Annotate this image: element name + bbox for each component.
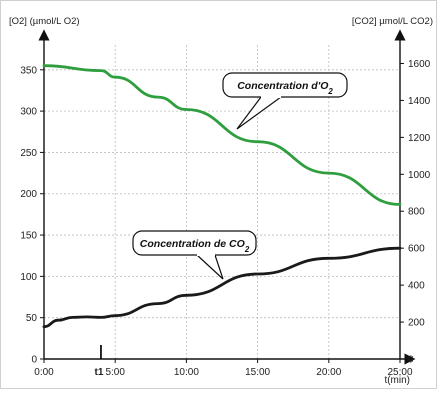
left-tick-label: 350 bbox=[20, 65, 37, 76]
left-tick-label: 0 bbox=[31, 355, 37, 366]
series-line-o2 bbox=[42, 64, 402, 206]
x-axis-unit-label: t(min) bbox=[384, 375, 410, 386]
left-tick-label: 200 bbox=[20, 189, 37, 200]
left-tick-label: 250 bbox=[20, 148, 37, 159]
callout-tail bbox=[195, 254, 224, 280]
x-tick-label: 0:00 bbox=[34, 367, 54, 378]
left-tick-label: 150 bbox=[20, 231, 37, 242]
right-tick-label: 0 bbox=[408, 355, 414, 366]
callout-box bbox=[132, 230, 257, 256]
right-tick-label: 200 bbox=[408, 318, 425, 329]
callout-box bbox=[222, 72, 348, 98]
right-axis-title: [CO2] µmol/L CO2) bbox=[352, 16, 433, 27]
right-tick-label: 800 bbox=[408, 207, 425, 218]
x-tick-label: 5:00 bbox=[105, 367, 125, 378]
left-tick-label: 100 bbox=[20, 272, 37, 283]
right-tick-label: 1400 bbox=[408, 96, 431, 107]
right-tick-label: 400 bbox=[408, 281, 425, 292]
x-tick-label: 25:00 bbox=[387, 367, 412, 378]
series-group bbox=[42, 64, 402, 329]
left-axis-title: [O2] (µmol/L O2) bbox=[9, 16, 80, 27]
series-line-co2 bbox=[42, 246, 402, 329]
callout-label: Concentration d'O2 bbox=[237, 80, 333, 96]
callouts: Concentration d'O2 Concentration de CO2 bbox=[132, 72, 348, 280]
right-tick-label: 1200 bbox=[408, 133, 431, 144]
left-tick-label: 50 bbox=[26, 313, 38, 324]
x-tick-label: 10:00 bbox=[174, 367, 199, 378]
right-tick-label: 600 bbox=[408, 244, 425, 255]
x-tick-label: 15:00 bbox=[245, 367, 270, 378]
left-tick-label: 300 bbox=[20, 107, 37, 118]
x-tick-label: 20:00 bbox=[316, 367, 341, 378]
callout-label: Concentration de CO2 bbox=[140, 238, 250, 254]
grid bbox=[44, 45, 400, 359]
t1-marker-label: t1 bbox=[95, 367, 104, 378]
callout-o2: Concentration d'O2 bbox=[222, 72, 348, 130]
right-tick-label: 1600 bbox=[408, 59, 431, 70]
callout-tail bbox=[236, 96, 283, 130]
right-tick-label: 1000 bbox=[408, 170, 431, 181]
callout-co2: Concentration de CO2 bbox=[132, 230, 257, 280]
axes: 0 50 100 150 200 250 300 350 0 200 400 600 800 1000 12… bbox=[9, 16, 433, 386]
